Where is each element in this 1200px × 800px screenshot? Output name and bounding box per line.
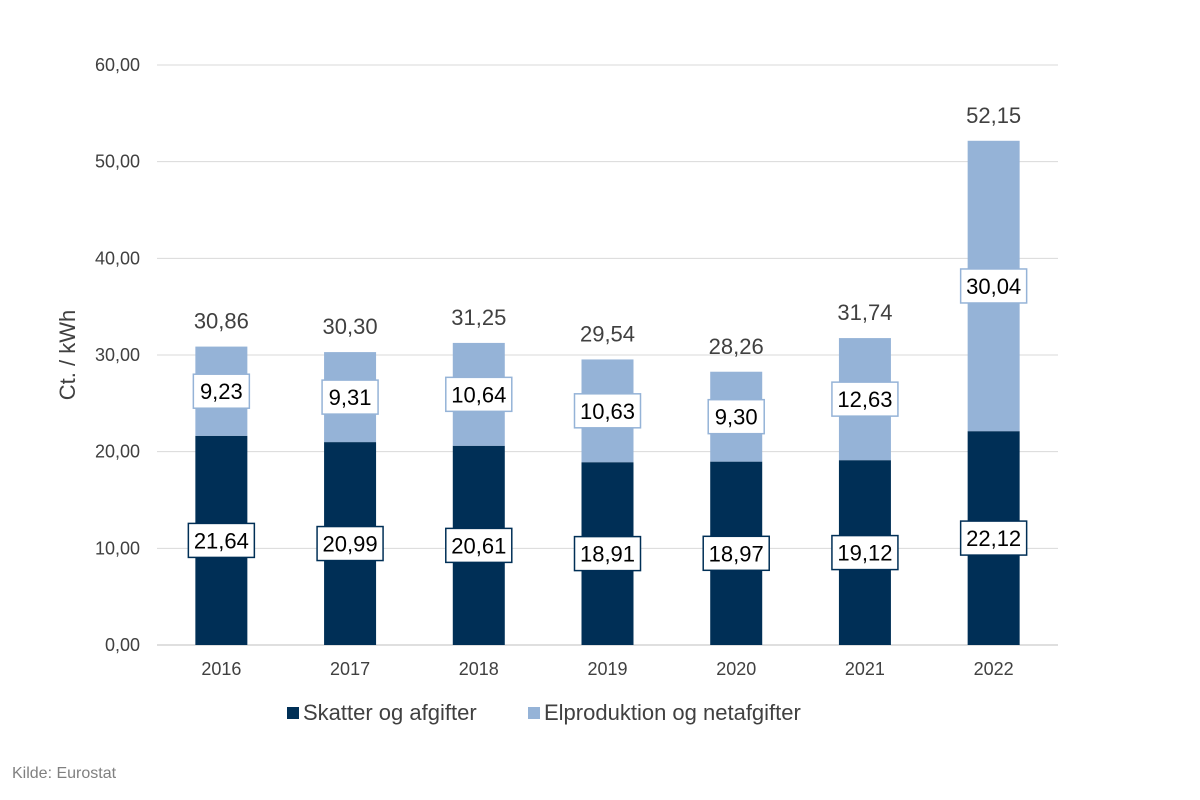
data-label: 20,99 [323,532,378,557]
y-tick-label: 40,00 [95,248,140,268]
y-tick-label: 10,00 [95,538,140,558]
data-label-box [316,525,384,562]
x-tick-label: 2019 [587,659,627,679]
legend-swatch [287,707,299,719]
x-tick-label: 2021 [845,659,885,679]
total-label: 31,74 [837,300,892,325]
data-label-box [702,535,770,572]
y-axis: 0,00 10,00 20,00 30,00 40,00 50,00 60,00 [95,55,140,655]
y-tick-label: 0,00 [105,635,140,655]
total-label: 52,15 [966,103,1021,128]
x-axis: 2016 2017 2018 2019 2020 2021 2022 [201,659,1013,679]
x-tick-label: 2018 [459,659,499,679]
x-tick-label: 2022 [974,659,1014,679]
data-label: 10,63 [580,399,635,424]
data-label-box [445,527,513,564]
y-tick-label: 50,00 [95,152,140,172]
data-label-box [445,376,513,413]
data-label: 9,23 [200,379,243,404]
y-tick-label: 30,00 [95,345,140,365]
data-label-box [959,268,1028,304]
data-label-box [707,398,765,435]
total-label: 28,26 [709,334,764,359]
y-tick-label: 60,00 [95,55,140,75]
data-label: 20,61 [451,533,506,558]
y-axis-label: Ct. / kWh [55,310,80,400]
legend-label: Skatter og afgifter [303,700,477,725]
data-label-box [831,534,899,571]
x-tick-label: 2016 [201,659,241,679]
total-label: 31,25 [451,305,506,330]
data-label-box [192,373,251,409]
data-label-box [573,535,642,572]
data-label: 18,97 [709,541,764,566]
data-label: 21,64 [194,528,249,553]
data-label: 22,12 [966,526,1021,551]
legend-label: Elproduktion og netafgifter [544,700,801,725]
bars: 21,64 9,23 30,86 20,99 9,31 30,30 20,61 10,64 31… [187,103,1028,645]
data-label-box [573,393,642,429]
legend-swatch [528,707,540,719]
total-label: 30,30 [323,314,378,339]
data-label-box [831,381,899,417]
data-label: 19,12 [837,541,892,566]
y-tick-label: 20,00 [95,442,140,462]
data-label-box [959,520,1028,556]
data-label: 18,91 [580,542,635,567]
data-label: 30,04 [966,274,1021,299]
total-label: 30,86 [194,309,249,334]
data-label: 9,30 [715,405,758,430]
legend: Skatter og afgifter Elproduktion og netaf… [287,700,801,725]
x-tick-label: 2017 [330,659,370,679]
total-label: 29,54 [580,321,635,346]
data-label: 12,63 [837,387,892,412]
data-label-box [321,379,379,415]
data-label: 9,31 [329,385,372,410]
data-label-box [187,522,256,559]
source-note: Kilde: Eurostat [12,765,117,782]
data-label: 10,64 [451,382,506,407]
x-tick-label: 2020 [716,659,756,679]
